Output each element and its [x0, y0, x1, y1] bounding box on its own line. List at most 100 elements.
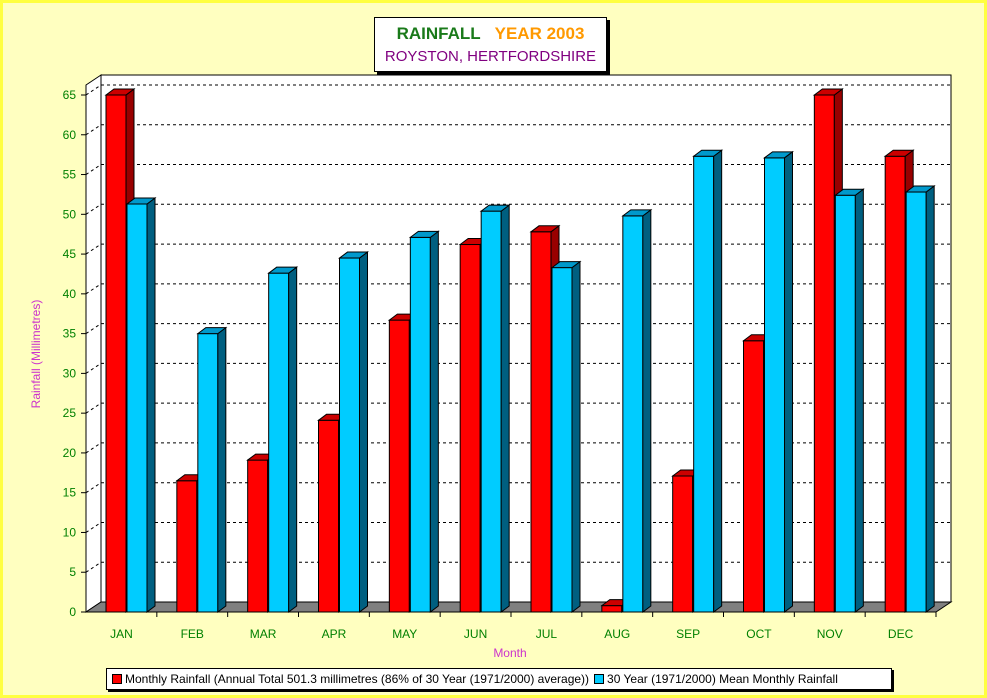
bar-side	[500, 204, 510, 613]
bar-mean-nov	[833, 188, 865, 613]
y-tick-labels: 0 5 10 15 20 25 30 35 40 45 50 55 60 65	[63, 88, 86, 619]
y-tick-label: 0	[69, 605, 76, 619]
bar-mean-may	[408, 230, 440, 613]
bar-top	[550, 261, 582, 269]
x-tick-label: DEC	[888, 627, 914, 641]
bar-front	[318, 419, 339, 613]
bar-side	[288, 266, 298, 613]
y-tick-label: 50	[63, 207, 77, 221]
bar-top	[104, 88, 136, 96]
plot-back-wall	[85, 74, 952, 613]
bar-side	[217, 326, 227, 613]
bar-side	[146, 196, 156, 613]
bar-top	[812, 88, 844, 96]
y-tick-label: 35	[63, 327, 77, 341]
x-tick-label: NOV	[817, 627, 843, 641]
bars	[104, 88, 936, 613]
y-tick-label: 15	[63, 486, 77, 500]
bar-top	[529, 225, 561, 233]
bar-top	[125, 197, 157, 205]
bar-front	[905, 191, 927, 613]
bar-front	[884, 155, 906, 613]
legend-item-mean: 30 Year (1971/2000) Mean Monthly Rainfal…	[594, 672, 838, 686]
bar-side	[571, 260, 581, 613]
bar-front	[459, 244, 481, 613]
bar-side	[642, 208, 652, 613]
x-tick-label: APR	[322, 627, 347, 641]
bar-top	[479, 204, 511, 212]
x-tick-label: MAY	[392, 627, 417, 641]
x-tick-label: JUN	[464, 627, 487, 641]
bar-front	[197, 333, 219, 613]
bar-front	[693, 155, 715, 613]
bar-front	[105, 94, 127, 613]
bar-front	[247, 459, 269, 613]
bar-mean-aug	[621, 208, 653, 613]
bar-front	[530, 231, 552, 613]
bar-front	[764, 157, 785, 613]
bar-top	[904, 185, 936, 193]
bar-mean-jul	[550, 260, 582, 613]
bar-front	[622, 215, 644, 613]
bar-top	[883, 149, 915, 157]
legend-label-mean: 30 Year (1971/2000) Mean Monthly Rainfal…	[607, 672, 838, 686]
bar-top	[267, 266, 299, 274]
bar-front	[480, 210, 502, 613]
bar-mean-jan	[125, 196, 157, 613]
bar-mean-dec	[904, 185, 936, 613]
bar-front	[176, 480, 198, 613]
x-axis-label: Month	[493, 646, 526, 660]
y-tick-label: 20	[63, 446, 77, 460]
chart-title-line: RAINFALL YEAR 2003	[375, 24, 606, 44]
x-tick-label: AUG	[604, 627, 630, 641]
y-tick-label: 55	[63, 168, 77, 182]
bar-front	[834, 194, 856, 613]
chart-title: RAINFALL	[396, 24, 481, 43]
x-tick-label: OCT	[746, 627, 772, 641]
x-tick-labels: JAN FEB MAR APR MAY JUN JUL AUG SEP OCT NOV DEC	[110, 612, 937, 641]
x-tick-label: SEP	[676, 627, 700, 641]
chart-title-box: RAINFALL YEAR 2003 ROYSTON, HERTFORDSHIRE	[374, 17, 607, 72]
bar-side	[925, 185, 935, 613]
bar-front	[601, 605, 623, 613]
bar-top	[621, 209, 653, 217]
bar-mean-mar	[267, 266, 299, 613]
y-axis-label: Rainfall (Millimetres)	[29, 300, 43, 409]
y-tick-label: 30	[63, 366, 77, 380]
bar-front	[743, 340, 764, 613]
x-tick-label: JAN	[110, 627, 133, 641]
bar-top	[337, 251, 370, 259]
y-tick-label: 65	[63, 88, 77, 102]
legend-swatch-monthly	[112, 674, 122, 684]
bar-top	[763, 151, 794, 159]
y-tick-label: 25	[63, 406, 77, 420]
bar-mean-oct	[763, 150, 794, 613]
y-tick-label: 45	[63, 247, 77, 261]
x-tick-label: MAR	[250, 627, 277, 641]
bar-front	[409, 236, 431, 613]
bar-front	[388, 319, 410, 613]
bar-front	[813, 94, 835, 613]
bar-front	[672, 475, 694, 613]
bar-top	[196, 327, 228, 335]
bar-top	[408, 230, 440, 238]
bar-front	[268, 272, 290, 613]
bar-front	[339, 257, 360, 613]
bar-side	[429, 230, 439, 613]
bar-mean-sep	[692, 149, 724, 613]
bar-mean-feb	[196, 326, 228, 613]
legend-swatch-mean	[594, 674, 605, 684]
gridlines	[85, 84, 951, 573]
y-tick-label: 40	[63, 287, 77, 301]
bar-front	[551, 267, 573, 613]
x-tick-label: JUL	[536, 627, 558, 641]
bar-side	[854, 188, 864, 613]
bar-top	[833, 188, 865, 196]
y-tick-label: 60	[63, 128, 77, 142]
x-tick-label: FEB	[181, 627, 204, 641]
bar-mean-jun	[479, 204, 511, 613]
bar-side	[784, 150, 793, 613]
bar-mean-apr	[337, 251, 370, 613]
legend-item-monthly: Monthly Rainfall (Annual Total 501.3 mil…	[112, 672, 589, 686]
